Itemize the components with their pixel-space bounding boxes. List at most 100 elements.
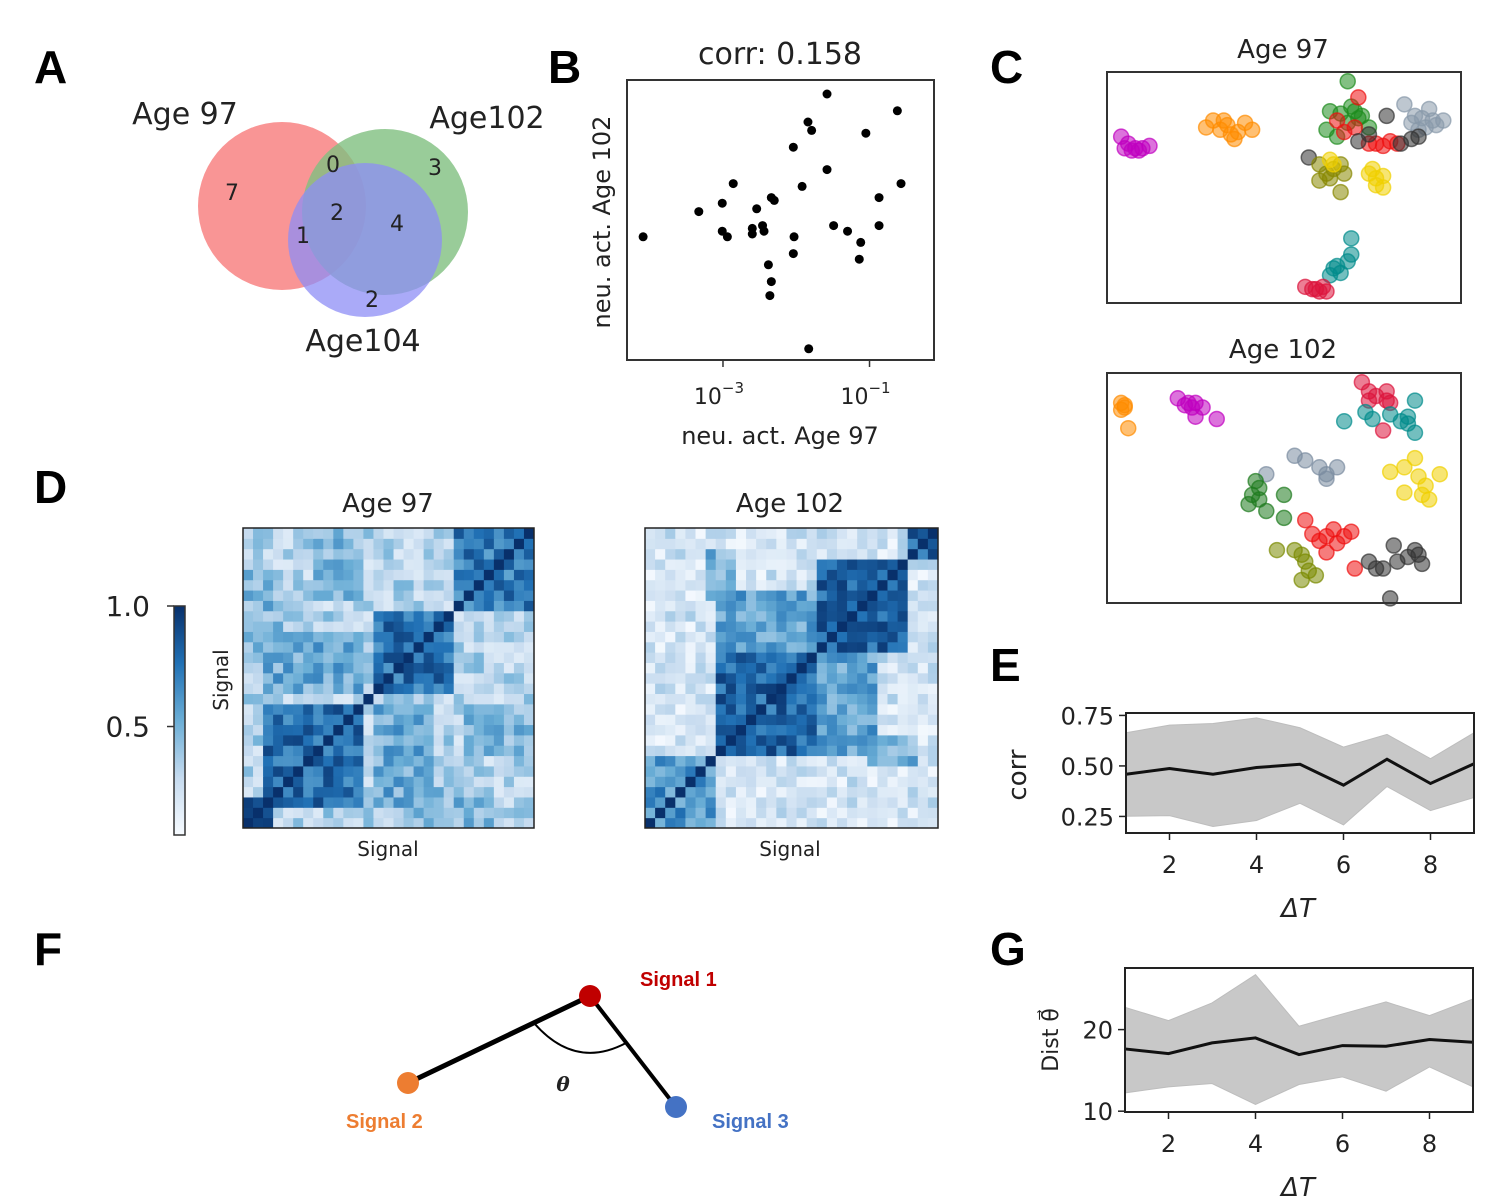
heatmap-cell	[857, 683, 868, 695]
heatmap-cell	[493, 652, 505, 663]
heatmap-cell	[665, 817, 676, 829]
heatmap-cell	[786, 672, 798, 684]
heatmap-cell	[806, 641, 818, 653]
heatmap-cell	[253, 538, 264, 550]
heatmap-cell	[695, 693, 707, 705]
heatmap-cell	[826, 776, 838, 788]
heatmap-cell	[796, 693, 808, 705]
heatmap-cell	[433, 714, 445, 726]
heatmap-cell	[463, 693, 475, 705]
heatmap-cell	[826, 641, 838, 653]
heatmap-cell	[816, 776, 828, 788]
heatmap-cell	[725, 569, 737, 581]
heatmap-cell	[725, 610, 737, 622]
heatmap-cell	[766, 765, 777, 777]
heatmap-cell	[313, 652, 324, 663]
heatmap-cell	[433, 776, 445, 788]
heatmap-cell	[453, 610, 465, 622]
heatmap-cell	[353, 786, 364, 798]
heatmap-cell	[756, 548, 767, 560]
heatmap-cell	[927, 652, 939, 663]
cluster-point-slate	[1403, 114, 1420, 132]
heatmap-cell	[463, 579, 475, 591]
heatmap-cell	[433, 683, 445, 695]
heatmap-cell	[725, 538, 737, 550]
heatmap-cell	[423, 579, 435, 591]
heatmap-cell	[897, 579, 909, 591]
heatmap-cell	[433, 652, 445, 663]
heatmap-cell	[323, 621, 334, 632]
heatmap-cell	[746, 796, 757, 808]
heatmap-cell	[816, 807, 828, 819]
heatmap-cell	[695, 528, 707, 539]
heatmap-cell	[705, 559, 717, 570]
heatmap-cell	[333, 672, 344, 684]
cluster-point-slate	[1296, 452, 1314, 469]
heatmap-cell	[776, 600, 787, 612]
heatmap-cell	[283, 776, 294, 788]
heatmap-cell	[897, 600, 909, 612]
heatmap-cell	[877, 724, 888, 736]
heatmap-cell	[836, 662, 848, 674]
heatmap-cell	[735, 745, 747, 757]
label-signal3: Signal 3	[712, 1111, 789, 1133]
heatmap-cell	[333, 796, 344, 808]
heatmap-cell	[665, 755, 676, 767]
heatmap-cell	[523, 755, 535, 767]
heatmap-cell	[816, 621, 828, 632]
heatmap-cell	[887, 662, 899, 674]
heatmap-cell	[655, 610, 666, 622]
heatmap-cell	[373, 683, 384, 695]
cluster-point-slate	[1328, 459, 1346, 476]
heatmap-cell	[393, 621, 405, 632]
heatmap-cell	[847, 672, 858, 684]
heatmap-cell	[503, 590, 515, 601]
heatmap-cell	[403, 786, 415, 798]
heatmap-cell	[503, 641, 515, 653]
heatmap-cell	[685, 755, 697, 767]
heatmap-cell	[766, 817, 777, 829]
heatmap-cell	[333, 776, 344, 788]
heatmap-cell	[273, 776, 284, 788]
heatmap-cell	[927, 590, 939, 601]
heatmap-cell	[353, 641, 364, 653]
heatmap-cell	[867, 683, 878, 695]
heatmap-cell	[513, 662, 525, 674]
heatmap-cell	[513, 600, 525, 612]
heatmap-cell	[443, 672, 455, 684]
heatmap-cell	[655, 652, 666, 663]
heatmap-cell	[263, 631, 274, 643]
heatmap-cell	[383, 590, 395, 601]
g-xtick-label: 4	[1248, 1130, 1263, 1158]
cluster-point-olive	[1335, 165, 1353, 182]
e-xlabel: ΔT	[1279, 894, 1317, 924]
heatmap-cell	[756, 641, 767, 653]
heatmap-cell	[847, 569, 858, 581]
heatmap-cell	[857, 621, 868, 632]
heatmap-cell	[423, 652, 435, 663]
heatmap-cell	[725, 817, 737, 829]
heatmap-cell	[756, 569, 767, 581]
heatmap-cell	[503, 538, 515, 550]
heatmap-cell	[877, 796, 888, 808]
heatmap-cell	[413, 786, 425, 798]
cluster-point-green	[1258, 502, 1275, 520]
cluster-point-yellow	[1431, 465, 1449, 483]
heatmap-cell	[746, 817, 757, 829]
heatmap-cell	[523, 745, 535, 757]
heatmap-cell	[857, 807, 868, 819]
heatmap-cell	[433, 755, 445, 767]
heatmap-cell	[363, 714, 374, 726]
e-xtick-label: 4	[1249, 851, 1264, 879]
heatmap-cell	[725, 796, 737, 808]
heatmap-cell	[403, 765, 415, 777]
heatmap-cell	[403, 641, 415, 653]
heatmap-cell	[373, 755, 384, 767]
heatmap-age97-ylabel: Signal	[209, 649, 233, 710]
heatmap-cell	[513, 548, 525, 560]
heatmap-cell	[503, 755, 515, 767]
heatmap-cell	[363, 631, 374, 643]
heatmap-cell	[513, 569, 525, 581]
heatmap-cell	[263, 776, 274, 788]
heatmap-cell	[857, 796, 868, 808]
